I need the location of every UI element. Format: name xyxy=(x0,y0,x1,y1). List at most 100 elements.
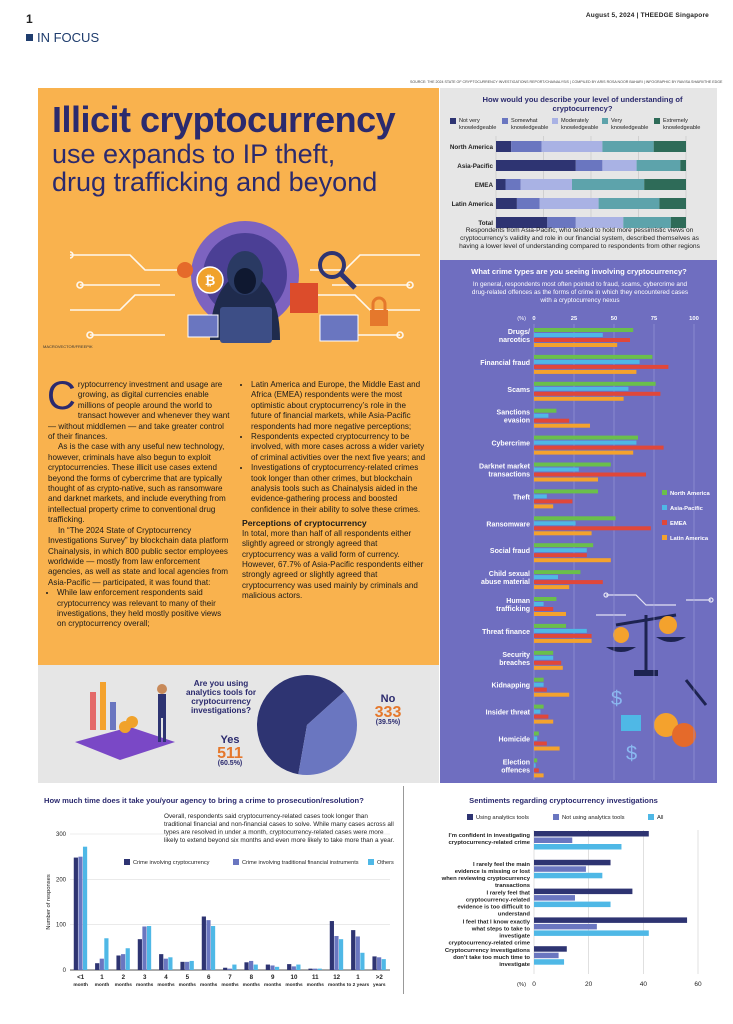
crime-bar xyxy=(534,692,570,697)
sentiment-bar xyxy=(534,917,688,923)
document-icon xyxy=(319,314,359,342)
stacked-bar-segment xyxy=(496,141,512,152)
crime-bar xyxy=(534,746,560,751)
stacked-bar-segment xyxy=(496,179,506,190)
pie-yes-value: 511 xyxy=(217,745,243,762)
category-label: Sanctions evasion xyxy=(497,410,531,425)
legend-label: Extremely knowledgeable xyxy=(663,118,700,131)
category-label: Human trafficking xyxy=(496,598,530,613)
legend-label: All xyxy=(657,815,663,821)
crime-bar xyxy=(534,338,630,342)
article-bullet-2: Latin America and Europe, the Middle Eas… xyxy=(251,380,428,432)
category-label: Scams xyxy=(507,387,530,394)
section-name: IN FOCUS xyxy=(37,30,100,45)
crime-bar xyxy=(534,612,566,616)
crime-bar xyxy=(534,445,664,450)
category-label: I feel that I know exactly what steps to … xyxy=(448,919,530,946)
sentiment-bar xyxy=(534,895,575,901)
category-label: Financial fraud xyxy=(480,360,530,367)
crime-bar xyxy=(534,597,557,601)
magnifier-icon xyxy=(318,251,346,279)
crime-bar xyxy=(534,704,544,709)
time-bar xyxy=(78,856,83,970)
sentiment-bar xyxy=(534,837,573,843)
sentiments-chart-title: Sentiments regarding cryptocurrency inve… xyxy=(469,796,658,805)
article-bullet-1: While law enforcement respondents said c… xyxy=(57,588,230,630)
time-bar xyxy=(99,958,104,970)
bar-graphic xyxy=(90,692,96,730)
category-label: Asia-Pacific xyxy=(457,163,493,170)
x-tick-label: 25 xyxy=(571,316,578,322)
article-paragraph-2: As is the case with any useful new techn… xyxy=(48,442,226,525)
warning-card-icon xyxy=(290,283,318,313)
sentiment-bar xyxy=(534,888,633,895)
time-bar xyxy=(351,930,356,970)
pie-slice xyxy=(257,675,345,775)
stacked-bar-segment xyxy=(572,179,645,190)
scale-left-pan xyxy=(606,647,636,652)
category-label: Theft xyxy=(513,494,531,501)
crime-types-title: What crime types are you seeing involvin… xyxy=(471,267,687,276)
sentiment-bar xyxy=(534,859,611,866)
category-label: Social fraud xyxy=(490,548,530,555)
pie-yes-percent: (60.5%) xyxy=(217,760,243,767)
crime-bar xyxy=(534,580,603,585)
crime-bar xyxy=(534,623,566,628)
stacked-bar-segment xyxy=(547,217,576,228)
legend-swatch xyxy=(233,859,239,865)
dollar-icon: $ xyxy=(611,688,622,710)
time-bar xyxy=(381,959,386,970)
lock-icon xyxy=(370,310,388,326)
time-bar xyxy=(73,857,78,970)
crime-bar xyxy=(534,396,624,401)
stacked-bar-segment xyxy=(505,179,521,190)
legend-swatch xyxy=(602,118,608,124)
category-label: Threat finance xyxy=(482,629,530,636)
screen-panel-icon xyxy=(187,314,219,338)
x-tick-label: 100 xyxy=(689,316,699,322)
crime-bar xyxy=(534,638,592,643)
legend-swatch xyxy=(450,118,456,124)
headline-line-2: use expands to IP theft, xyxy=(52,139,336,169)
category-label: Kidnapping xyxy=(492,683,531,690)
pie-yes-label: Yes 511 (60.5%) xyxy=(210,734,250,768)
crime-bar xyxy=(534,719,554,724)
stacked-bar-segment xyxy=(541,141,603,152)
crime-bar xyxy=(534,736,538,741)
time-bar xyxy=(116,955,121,970)
time-bar xyxy=(189,960,194,970)
legend-swatch xyxy=(124,859,130,865)
crime-bar xyxy=(534,364,669,369)
legend-label: EMEA xyxy=(670,521,688,527)
crime-bar xyxy=(534,386,629,391)
crime-bar xyxy=(534,585,570,590)
crime-bar xyxy=(534,381,656,386)
phone-platform xyxy=(75,727,175,760)
gear-icon xyxy=(177,262,193,278)
sentiment-bar xyxy=(534,959,565,965)
legend-label: North America xyxy=(670,491,711,497)
crime-bar xyxy=(534,499,573,504)
sentiment-bar xyxy=(534,872,603,879)
category-label: I rarely feel that cryptocurrency-related… xyxy=(457,891,530,918)
time-bar xyxy=(329,921,334,970)
time-bar xyxy=(372,956,377,970)
stacked-bar-segment xyxy=(659,198,686,209)
source-line: SOURCE: THE 2024 STATE OF CRYPTOCURRENCY… xyxy=(410,80,723,84)
crime-types-subtitle: In general, respondents most often point… xyxy=(471,281,689,304)
time-bar xyxy=(313,968,318,970)
sentiment-bar xyxy=(534,844,622,850)
stacked-bar-segment xyxy=(623,217,671,228)
legend-label: Crime involving traditional financial in… xyxy=(242,860,359,866)
crime-bar xyxy=(534,489,598,494)
stacked-bar-segment xyxy=(496,198,517,209)
crime-bar xyxy=(534,665,563,670)
crime-bar xyxy=(534,418,570,423)
time-bar xyxy=(355,936,360,970)
time-bar xyxy=(201,916,206,970)
crime-bar xyxy=(534,682,544,687)
article-paragraph-4: In total, more than half of all responde… xyxy=(242,528,424,601)
article-paragraph-3: In “The 2024 State of Cryptocurrency Inv… xyxy=(48,525,229,587)
crime-bar xyxy=(534,467,579,472)
